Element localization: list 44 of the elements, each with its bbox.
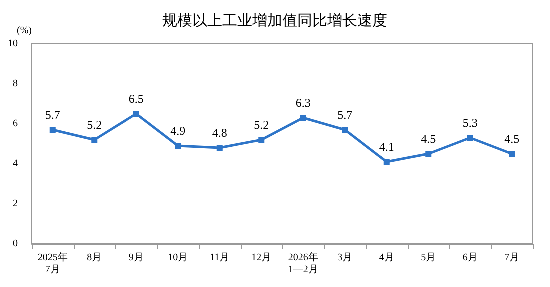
data-label: 4.9: [170, 124, 186, 138]
data-label: 5.7: [338, 108, 353, 122]
y-tick-label: 4: [13, 158, 18, 170]
data-label: 4.5: [504, 132, 520, 146]
x-tick-label: 9月: [128, 252, 144, 264]
x-tick-label: 2025年 7月: [38, 252, 68, 276]
point: [509, 151, 516, 157]
y-tick-label: 2: [13, 198, 18, 210]
x-tick-label: 3月: [338, 252, 353, 264]
x-tick-label: 4月: [379, 252, 394, 264]
data-label: 4.8: [212, 126, 228, 140]
y-axis-title: (%): [17, 26, 32, 36]
point: [92, 137, 98, 143]
x-tick-label: 6月: [462, 252, 478, 264]
data-label: 4.1: [379, 140, 394, 154]
x-tick-label: 8月: [87, 252, 102, 264]
chart-title: 规模以上工业增加值同比增长速度: [162, 12, 388, 30]
x-tick-label: 12月: [252, 252, 272, 264]
y-tick-label: 8: [13, 78, 18, 90]
data-label: 5.3: [462, 116, 478, 130]
x-tick-label: 10月: [168, 252, 188, 264]
point: [50, 127, 56, 133]
y-tick-label: 6: [13, 118, 18, 130]
point: [258, 137, 265, 143]
data-label: 5.2: [87, 118, 102, 132]
point: [300, 115, 306, 121]
data-label: 6.3: [296, 96, 311, 110]
data-label: 6.5: [128, 92, 144, 106]
data-label: 5.2: [254, 118, 270, 132]
data-label: 4.5: [421, 132, 436, 146]
point: [467, 135, 474, 141]
x-tick-label: 2026年 1—2月: [288, 252, 318, 276]
y-tick-label: 0: [13, 238, 18, 250]
point: [342, 127, 348, 133]
x-tick-label: 5月: [421, 252, 436, 264]
point: [175, 143, 182, 149]
data-label: 5.7: [45, 108, 60, 122]
x-tick-label: 11月: [210, 252, 230, 264]
point: [426, 151, 432, 157]
point: [133, 111, 140, 117]
y-tick-label: 10: [8, 38, 18, 50]
point: [216, 145, 223, 151]
point: [384, 159, 390, 165]
x-tick-label: 7月: [504, 252, 520, 264]
